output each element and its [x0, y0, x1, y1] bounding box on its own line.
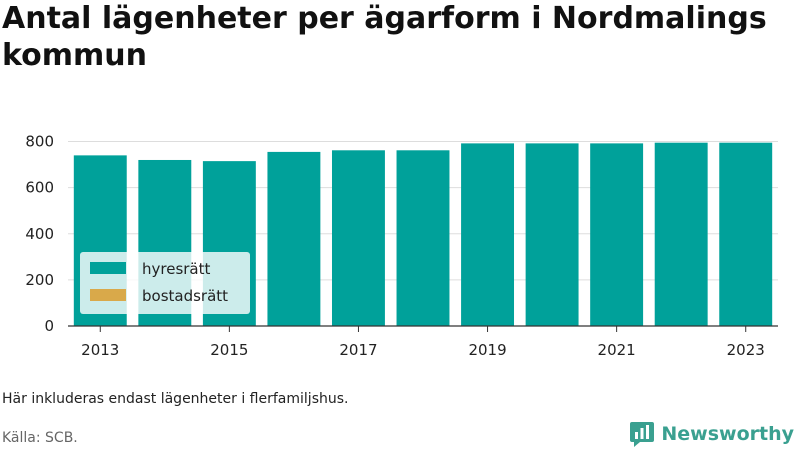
bar-chart-speech-bubble-icon: [630, 422, 655, 447]
bar-2023: [719, 142, 773, 326]
y-axis: 0 200 400 600 800: [25, 133, 54, 335]
bar-2022: [654, 142, 708, 326]
brand-logo[interactable]: Newsworthy: [629, 420, 794, 448]
y-tick-label: 400: [25, 225, 54, 243]
legend-swatch-hyresrätt: [90, 262, 126, 274]
legend-label: hyresrätt: [142, 260, 211, 278]
bar-2018: [396, 150, 450, 326]
y-tick-label: 0: [44, 317, 54, 335]
x-tick-label: 2013: [81, 341, 119, 359]
x-tick-label: 2019: [468, 341, 506, 359]
bar-2017: [331, 150, 385, 326]
bar-chart: 0 200 400 600 800 2013 2015 2017 2019 2021 2023 h…: [25, 133, 778, 359]
bar-2019: [461, 143, 515, 326]
x-tick-label: 2015: [210, 341, 248, 359]
y-tick-label: 800: [25, 133, 54, 151]
source-text: Källa: SCB.: [2, 430, 78, 446]
chart-title: Antal lägenheter per ägarform i Nordmali…: [2, 1, 767, 73]
y-tick-label: 200: [25, 271, 54, 289]
chart-note: Här inkluderas endast lägenheter i flerf…: [2, 391, 349, 407]
x-axis: 2013 2015 2017 2019 2021 2023: [81, 326, 765, 359]
x-tick-label: 2023: [727, 341, 765, 359]
brand-name: Newsworthy: [661, 423, 794, 445]
legend: hyresrätt bostadsrätt: [80, 252, 250, 314]
bar-2021: [590, 143, 644, 326]
legend-swatch-bostadsrätt: [90, 289, 126, 301]
legend-label: bostadsrätt: [142, 287, 228, 305]
x-tick-label: 2017: [339, 341, 377, 359]
bar-2016: [267, 151, 321, 326]
bar-2020: [525, 143, 579, 326]
y-tick-label: 600: [25, 179, 54, 197]
x-tick-label: 2021: [598, 341, 636, 359]
